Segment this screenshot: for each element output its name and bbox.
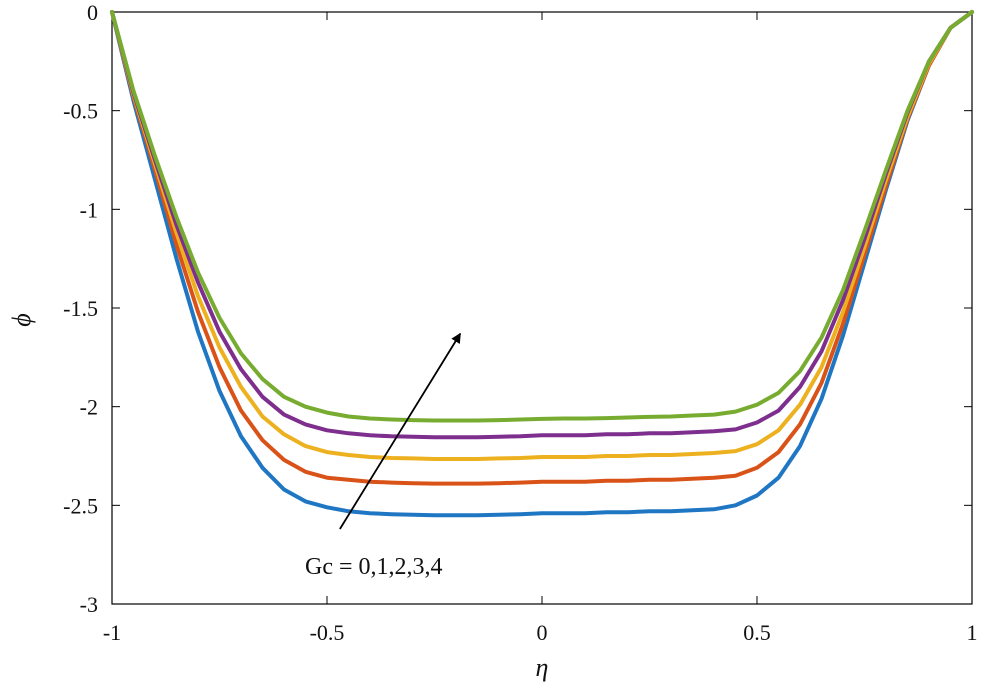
annotation-text: Gc = 0,1,2,3,4	[305, 554, 443, 580]
y-tick-label: -3	[80, 592, 98, 617]
x-tick-label: 0.5	[743, 620, 771, 645]
y-tick-label: -0.5	[63, 99, 98, 124]
y-tick-label: -1.5	[63, 296, 98, 321]
series-line-1	[110, 10, 974, 518]
x-axis-label: η	[536, 653, 549, 682]
x-tick-label: 0	[537, 620, 548, 645]
x-tick-label: -0.5	[310, 620, 345, 645]
series-line-2	[110, 10, 974, 486]
series-line-4	[110, 10, 974, 440]
axis-ticks: -1 -0.5 0 0.5 1 0 -0.5 -1 -1.5 -2 -2.5 -3	[63, 0, 977, 645]
plot-area	[111, 11, 973, 605]
series-group	[110, 10, 974, 518]
series-line-3	[110, 10, 974, 461]
x-tick-label: -1	[103, 620, 121, 645]
y-tick-label: 0	[87, 0, 98, 25]
y-tick-label: -1	[80, 197, 98, 222]
x-tick-label: 1	[967, 620, 978, 645]
y-axis-label: ϕ	[7, 313, 36, 326]
annotation-group: Gc = 0,1,2,3,4	[305, 332, 462, 580]
y-tick-label: -2	[80, 395, 98, 420]
series-line-5	[110, 10, 974, 423]
annotation-arrow	[339, 332, 462, 530]
y-tick-label: -2.5	[63, 493, 98, 518]
